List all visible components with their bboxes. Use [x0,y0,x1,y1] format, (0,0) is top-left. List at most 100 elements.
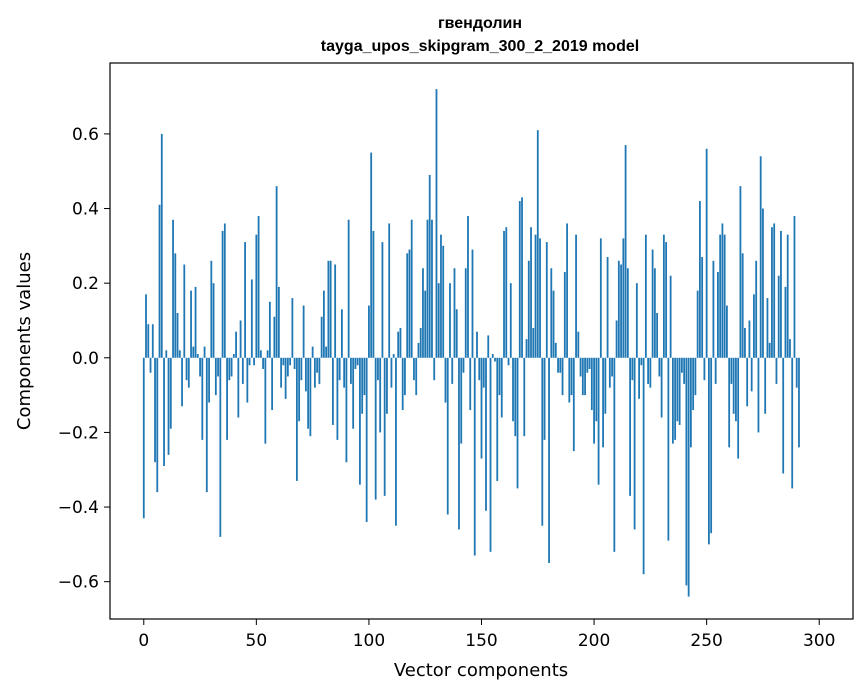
bar [185,357,188,381]
bar [635,283,638,358]
bar [712,260,715,358]
bar [298,357,301,422]
bar [581,357,584,396]
bar [395,357,397,526]
bar [599,238,602,358]
bar [262,357,264,369]
bar [469,357,472,411]
bar [446,357,449,515]
bar [277,286,280,358]
bar [259,350,262,358]
bar [160,133,163,358]
bar [662,234,665,358]
bar [230,357,233,377]
bar [521,197,523,358]
bar [739,186,742,358]
y-tick-label: −0.2 [58,423,99,443]
bar [748,320,751,358]
bar [368,305,370,358]
x-tick-label: 50 [246,631,268,651]
bar [613,357,616,552]
bar [476,331,478,358]
bar [426,219,429,358]
bar [575,234,577,358]
bar [723,234,726,358]
bar [235,331,237,358]
bar [244,242,246,358]
bar [512,357,514,422]
bar [325,346,328,358]
x-tick-label: 250 [690,631,722,651]
bar [415,357,418,396]
bar [212,283,215,358]
bar [701,257,704,358]
bar [203,346,206,358]
bar [226,357,228,440]
bar [717,271,719,358]
bar [595,357,598,422]
bar [696,290,699,358]
bar [482,357,485,388]
bar [651,249,654,358]
bar [205,357,208,493]
bar [780,230,782,358]
bar [221,230,224,358]
bar [455,309,458,358]
bar [451,357,454,384]
bar [266,350,269,358]
y-tick-label: 0.6 [72,125,99,145]
bar [422,268,424,358]
bar [401,357,404,411]
bar [210,260,213,358]
bar [534,234,537,358]
bar [232,354,235,358]
bar [572,357,575,452]
bar [255,234,258,358]
y-tick-label: 0.0 [72,349,99,369]
bar [633,357,636,530]
bar [408,249,411,358]
x-tick-label: 100 [353,631,385,651]
bar [142,357,145,519]
bar [507,357,510,366]
bar [190,290,192,358]
bar [784,286,787,358]
bar [730,357,733,384]
bar [773,223,776,358]
bar [543,357,546,440]
bar [453,268,456,358]
bar [615,320,618,358]
chart-title: гвендолин [438,15,522,32]
bar [791,357,794,489]
x-tick-label: 200 [578,631,610,651]
bar [656,313,659,358]
bar [759,156,762,358]
bar [304,357,307,392]
bar [460,357,463,444]
bar [473,357,476,556]
bar [199,357,201,377]
bar [302,305,305,358]
bar [757,357,760,433]
bar [746,357,749,407]
bar [714,357,717,384]
bar [518,201,521,358]
bar [437,283,440,358]
bar [577,331,580,358]
bar [417,342,420,358]
bar [626,268,629,358]
bar [336,357,339,440]
bar [169,357,172,429]
bar [667,357,670,541]
bar [721,223,724,358]
bar [775,357,778,384]
bar [449,283,451,358]
bar [435,89,438,358]
bar [156,357,159,493]
bar [392,354,395,358]
bar [280,357,283,388]
bar [762,208,764,358]
bar [275,186,278,358]
x-tick-label: 300 [803,631,835,651]
bar [413,357,415,381]
